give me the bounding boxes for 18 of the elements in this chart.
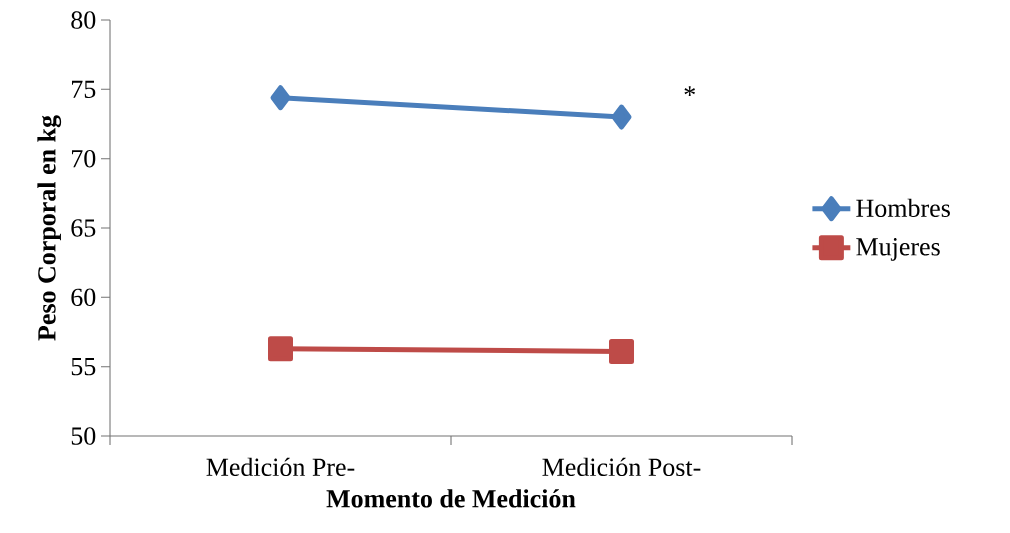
y-tick-label: 65 xyxy=(71,219,96,237)
y-tick-label: 70 xyxy=(72,149,96,168)
annotation: * xyxy=(684,86,695,96)
y-axis-title: Peso Corporal en kg xyxy=(37,115,62,341)
y-tick-label: 55 xyxy=(71,358,96,376)
point xyxy=(268,336,293,362)
x-tick-label: Medición Pre- xyxy=(206,457,355,477)
x-axis-title: Momento de Medición xyxy=(326,489,576,508)
point xyxy=(609,338,634,364)
point xyxy=(611,104,632,130)
legend-label: Mujeres xyxy=(856,238,940,261)
y-tick-label: 60 xyxy=(71,288,96,307)
x-tick-label: Medición Post- xyxy=(542,457,701,477)
y-tick-label: 80 xyxy=(71,11,96,29)
point xyxy=(270,85,291,111)
legend-label: Hombres xyxy=(856,198,950,217)
y-tick-label: 75 xyxy=(72,80,96,98)
y-tick-label: 50 xyxy=(71,427,96,445)
